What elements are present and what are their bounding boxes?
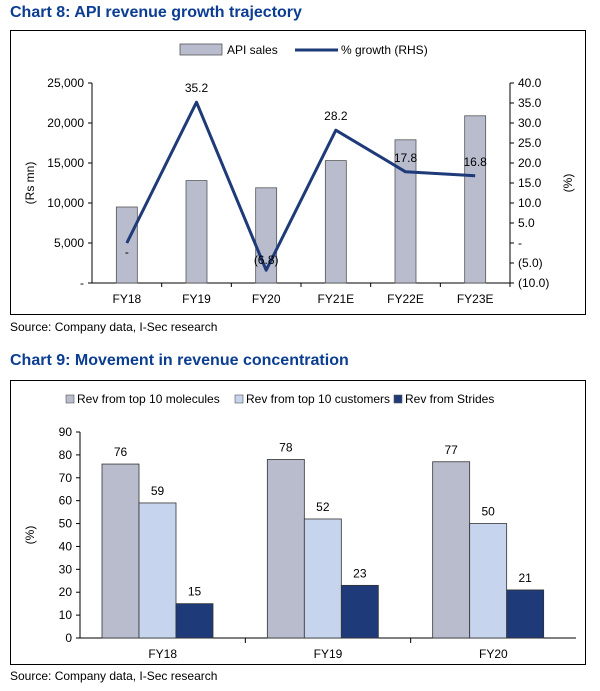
chart9-ytick-label: 10 <box>59 608 73 622</box>
chart8-title: Chart 8: API revenue growth trajectory <box>10 4 302 21</box>
chart8-svg: API sales % growth (RHS) - 5,000 10,000 15,00… <box>23 43 575 306</box>
chart8-xtick-label: FY22E <box>387 292 424 306</box>
chart9-legend-swatch <box>65 394 75 404</box>
chart8-ytick-label: 15,000 <box>47 156 84 170</box>
chart9-ytick-label: 30 <box>59 562 73 576</box>
chart9-legend-label: Rev from top 10 molecules <box>77 392 220 406</box>
chart9-bar <box>469 523 508 639</box>
chart8-y2tick-label: 5.0 <box>518 216 535 230</box>
chart8-y2tick-label: (10.0) <box>518 276 549 290</box>
chart8-ytick-label: - <box>80 276 84 290</box>
chart8-bar <box>324 160 347 284</box>
chart9-data-label: 52 <box>316 500 330 514</box>
chart8-data-label: (6.8) <box>254 253 279 267</box>
chart9-bar <box>175 603 214 639</box>
chart9-xtick-label: FY20 <box>479 647 508 661</box>
legend-label-api-sales: API sales <box>227 43 278 57</box>
chart8-bar <box>115 206 138 284</box>
chart9-data-label: 59 <box>151 484 165 498</box>
chart8-y2tick-label: (5.0) <box>518 256 543 270</box>
chart8-y2tick-label: 20.0 <box>518 156 542 170</box>
legend-swatch-api-sales <box>179 43 223 56</box>
chart9-legend-swatch <box>393 394 403 404</box>
chart8-data-label: 28.2 <box>324 109 348 123</box>
chart8-y2tick-label: 30.0 <box>518 116 542 130</box>
chart8-xtick-label: FY23E <box>457 292 494 306</box>
chart8-xtick-label: FY21E <box>317 292 354 306</box>
chart9-ytick-label: 0 <box>65 631 72 645</box>
chart9-legend-label: Rev from Strides <box>405 392 494 406</box>
chart9-bar <box>303 518 342 639</box>
legend-label-growth: % growth (RHS) <box>341 43 428 57</box>
chart9-data-label: 21 <box>518 571 532 585</box>
chart8-data-label: 35.2 <box>185 81 209 95</box>
chart8-ytick-label: 20,000 <box>47 116 84 130</box>
chart8-data-label: - <box>125 245 129 259</box>
chart9-ylabel: (%) <box>23 526 37 545</box>
chart9-source: Source: Company data, I-Sec research <box>10 669 218 683</box>
chart9-frame <box>10 380 586 665</box>
chart8-y2tick-label: - <box>518 236 522 250</box>
chart9-bar <box>138 502 177 639</box>
chart9-svg: Rev from top 10 molecules Rev from top 10… <box>23 392 576 661</box>
chart9-legend-label: Rev from top 10 customers <box>246 392 390 406</box>
chart8-xtick-label: FY19 <box>182 292 211 306</box>
chart8-y2tick-label: 15.0 <box>518 176 542 190</box>
chart9-bar <box>340 584 379 639</box>
chart8-y2tick-label: 25.0 <box>518 136 542 150</box>
chart8-frame <box>10 30 586 315</box>
chart8-ytick-label: 5,000 <box>54 236 84 250</box>
chart8-bar <box>185 180 208 284</box>
chart8-y2tick-label: 10.0 <box>518 196 542 210</box>
chart8-ytick-label: 25,000 <box>47 76 84 90</box>
chart8-xtick-label: FY18 <box>112 292 141 306</box>
chart8-ylabel: (Rs mn) <box>23 162 37 205</box>
chart8-xtick-label: FY20 <box>252 292 281 306</box>
chart9-bar <box>266 459 305 639</box>
chart9-legend-swatch <box>234 394 244 404</box>
chart8-bar <box>464 115 487 284</box>
chart9-data-label: 76 <box>114 445 128 459</box>
chart8-y2label: (%) <box>561 174 575 193</box>
chart9-ytick-label: 40 <box>59 539 73 553</box>
chart9-data-label: 78 <box>279 440 293 454</box>
chart9-ytick-label: 20 <box>59 585 73 599</box>
chart9-bar <box>101 463 140 639</box>
chart9-ytick-label: 50 <box>59 517 73 531</box>
chart9-data-label: 77 <box>444 443 458 457</box>
chart9-xtick-label: FY19 <box>314 647 343 661</box>
chart8-growth-line <box>125 100 476 272</box>
chart9-xtick-label: FY18 <box>148 647 177 661</box>
chart8-data-label: 17.8 <box>394 151 418 165</box>
chart9-ytick-label: 90 <box>59 425 73 439</box>
chart8-data-label: 16.8 <box>463 155 487 169</box>
chart9-ytick-label: 70 <box>59 471 73 485</box>
chart9-title: Chart 9: Movement in revenue concentrati… <box>10 352 349 369</box>
chart9-bar <box>432 461 471 639</box>
chart8-y2tick-label: 35.0 <box>518 96 542 110</box>
chart9-bar <box>506 589 545 639</box>
chart8-ytick-label: 10,000 <box>47 196 84 210</box>
chart9-data-label: 15 <box>188 585 202 599</box>
chart8-y2tick-label: 40.0 <box>518 76 542 90</box>
chart9-data-label: 50 <box>481 505 495 519</box>
chart8-source: Source: Company data, I-Sec research <box>10 320 218 334</box>
chart9-data-label: 23 <box>353 566 367 580</box>
chart9-ytick-label: 60 <box>59 494 73 508</box>
chart9-ytick-label: 80 <box>59 448 73 462</box>
chart8-bar <box>394 139 417 284</box>
